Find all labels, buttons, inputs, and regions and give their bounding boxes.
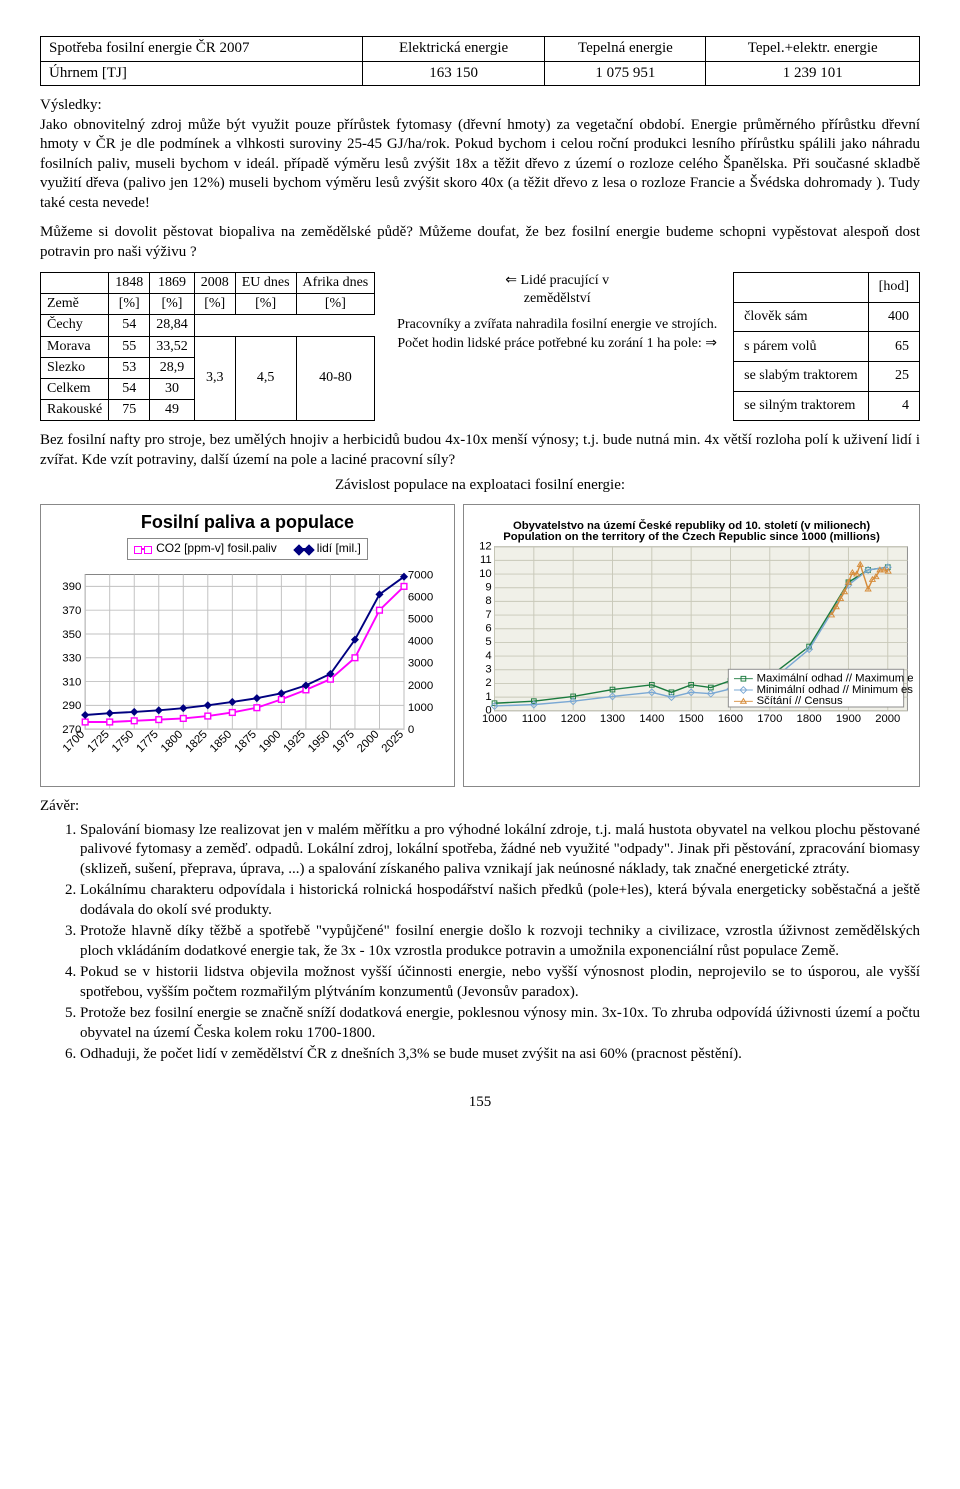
results-heading: Výsledky: <box>40 96 920 116</box>
svg-text:1850: 1850 <box>208 728 234 754</box>
svg-text:5: 5 <box>485 636 491 648</box>
svg-text:0: 0 <box>408 724 414 736</box>
svg-text:2000: 2000 <box>875 713 900 725</box>
svg-text:5000: 5000 <box>408 613 433 625</box>
svg-text:1800: 1800 <box>159 728 185 754</box>
svg-text:4: 4 <box>485 650 491 662</box>
svg-text:1775: 1775 <box>134 728 160 754</box>
svg-text:Sčítání // Census: Sčítání // Census <box>757 695 843 707</box>
svg-text:7: 7 <box>485 609 491 621</box>
svg-text:2: 2 <box>485 677 491 689</box>
results-paragraph: Jako obnovitelný zdroj může být využit p… <box>40 116 920 214</box>
svg-text:390: 390 <box>62 581 81 593</box>
svg-text:310: 310 <box>62 676 81 688</box>
biofuel-paragraph: Můžeme si dovolit pěstovat biopaliva na … <box>40 223 920 262</box>
svg-text:1: 1 <box>485 691 491 703</box>
svg-text:1725: 1725 <box>85 728 111 754</box>
svg-text:Minimální odhad // Minimum est: Minimální odhad // Minimum estimate <box>757 684 913 696</box>
plow-context-text: ⇐ Lidé pracující v zemědělství Pracovník… <box>393 272 721 421</box>
svg-text:3: 3 <box>485 663 491 675</box>
svg-text:8: 8 <box>485 595 491 607</box>
svg-text:12: 12 <box>479 540 492 552</box>
conclusion-heading: Závěr: <box>40 797 920 817</box>
svg-text:1825: 1825 <box>183 728 209 754</box>
svg-text:1750: 1750 <box>110 728 136 754</box>
svg-text:2025: 2025 <box>380 728 406 754</box>
svg-text:1800: 1800 <box>796 713 821 725</box>
svg-text:1900: 1900 <box>257 728 283 754</box>
svg-text:2000: 2000 <box>408 680 433 692</box>
svg-text:1500: 1500 <box>678 713 703 725</box>
chart-section-title: Závislost populace na exploataci fosilní… <box>40 476 920 496</box>
svg-text:1300: 1300 <box>600 713 625 725</box>
svg-text:1200: 1200 <box>561 713 586 725</box>
svg-text:Obyvatelstvo na území České re: Obyvatelstvo na území České republiky od… <box>513 519 870 532</box>
svg-text:1875: 1875 <box>232 728 258 754</box>
svg-text:370: 370 <box>62 605 81 617</box>
fossil-consumption-table: Spotřeba fosilní energie ČR 2007Elektric… <box>40 36 920 86</box>
svg-text:6000: 6000 <box>408 591 433 603</box>
fossil-population-chart: Fosilní paliva a populace CO2 [ppm-v] fo… <box>40 504 455 787</box>
svg-text:3000: 3000 <box>408 657 433 669</box>
svg-text:290: 290 <box>62 700 81 712</box>
plow-hours-table: [hod] člověk sám400s párem volů65se slab… <box>733 272 920 421</box>
svg-text:1600: 1600 <box>718 713 743 725</box>
svg-text:1900: 1900 <box>836 713 861 725</box>
svg-text:1700: 1700 <box>757 713 782 725</box>
svg-text:1000: 1000 <box>408 702 433 714</box>
conclusion-list: Spalování biomasy lze realizovat jen v m… <box>40 821 920 1065</box>
svg-text:2000: 2000 <box>355 728 381 754</box>
svg-text:1400: 1400 <box>639 713 664 725</box>
svg-text:1100: 1100 <box>522 713 546 725</box>
svg-text:Population on the territory of: Population on the territory of the Czech… <box>503 531 880 543</box>
svg-text:11: 11 <box>480 554 492 566</box>
svg-text:1925: 1925 <box>282 728 308 754</box>
svg-text:1950: 1950 <box>306 728 332 754</box>
svg-text:350: 350 <box>62 629 81 641</box>
svg-text:4000: 4000 <box>408 635 433 647</box>
svg-text:1975: 1975 <box>331 728 357 754</box>
diesel-paragraph: Bez fosilní nafty pro stroje, bez umělýc… <box>40 431 920 470</box>
land-table: 184818692008EU dnesAfrika dnes Země[%][%… <box>40 272 375 421</box>
svg-text:6: 6 <box>485 622 491 634</box>
svg-text:330: 330 <box>62 652 81 664</box>
cz-population-chart: Obyvatelstvo na území České republiky od… <box>463 504 920 787</box>
svg-text:10: 10 <box>479 568 492 580</box>
page-number: 155 <box>40 1093 920 1113</box>
svg-text:1000: 1000 <box>482 713 507 725</box>
svg-text:9: 9 <box>485 581 491 593</box>
svg-text:7000: 7000 <box>408 569 433 581</box>
svg-text:Maximální odhad // Maximum est: Maximální odhad // Maximum estimate <box>757 672 913 684</box>
